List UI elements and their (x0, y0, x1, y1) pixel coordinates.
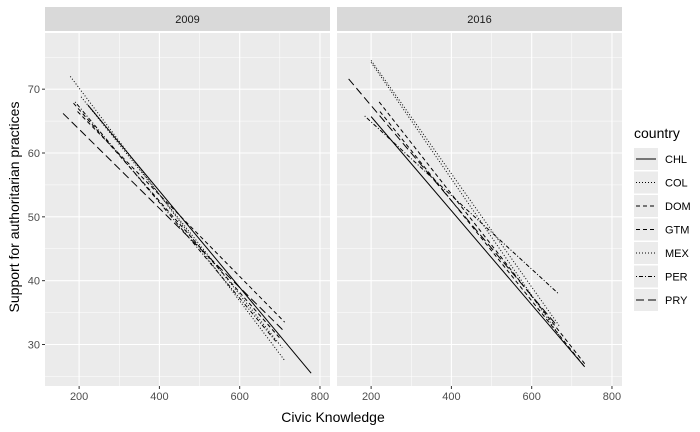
legend-item-PER: PER (634, 265, 688, 288)
facet-strip-label: 2009 (175, 14, 199, 26)
facet-strip (337, 7, 622, 31)
legend-key (634, 289, 658, 311)
legend-label: DOM (665, 201, 691, 213)
y-axis-title: Support for authoritarian practices (6, 102, 22, 313)
series-line-COL (69, 76, 286, 361)
legend-item-CHL: CHL (634, 148, 687, 170)
facet-strip (45, 7, 330, 31)
x-axis-title: Civic Knowledge (281, 409, 385, 425)
facet-panels: 2009 200 400 600 800 30 40 50 60 70 2016 200 400 600 8… (28, 7, 622, 403)
x-tick-label: 200 (362, 391, 380, 403)
x-tick-label: 600 (523, 391, 541, 403)
series-line-PER (74, 101, 277, 342)
legend-item-PRY: PRY (634, 289, 688, 311)
facet-panel-2009: 2009 200 400 600 800 30 40 50 60 70 (28, 7, 330, 403)
legend-item-MEX: MEX (634, 242, 690, 264)
legend-label: PER (665, 272, 688, 284)
series-line-MEX (80, 96, 283, 349)
series-line-COL (370, 60, 561, 327)
x-tick-label: 400 (442, 391, 460, 403)
series-line-GTM (73, 102, 281, 339)
legend-label: COL (665, 178, 688, 190)
series-line-CHL (370, 116, 586, 368)
y-tick-label: 50 (28, 212, 40, 224)
legend: country CHL COL DOM GTM MEX PER PRY (632, 122, 696, 311)
x-tick-label: 800 (603, 391, 621, 403)
series-line-PRY (62, 113, 285, 333)
series-line-GTM (379, 111, 586, 368)
legend-item-GTM: GTM (634, 218, 689, 241)
y-tick-label: 40 (28, 276, 40, 288)
panel-background (45, 33, 330, 386)
x-tick-label: 200 (70, 391, 88, 403)
panel-background (337, 33, 622, 386)
x-tick-label: 400 (150, 391, 168, 403)
series-line-MEX (370, 62, 560, 336)
facet-panel-2016: 2016 200 400 600 800 (337, 7, 622, 403)
legend-label: PRY (665, 295, 688, 307)
legend-item-COL: COL (634, 171, 688, 194)
y-tick-label: 60 (28, 148, 40, 160)
legend-item-DOM: DOM (634, 195, 691, 217)
legend-label: MEX (665, 248, 690, 260)
legend-label: CHL (665, 154, 687, 166)
x-tick-label: 800 (311, 391, 329, 403)
series-line-PRY (348, 78, 559, 327)
legend-title: country (634, 125, 680, 141)
series-line-CHL (87, 104, 312, 374)
legend-label: GTM (665, 225, 689, 237)
facet-strip-label: 2016 (467, 14, 491, 26)
x-tick-label: 600 (231, 391, 249, 403)
y-tick-label: 70 (28, 84, 40, 96)
y-tick-label: 30 (28, 340, 40, 352)
series-line-PER (364, 115, 559, 294)
